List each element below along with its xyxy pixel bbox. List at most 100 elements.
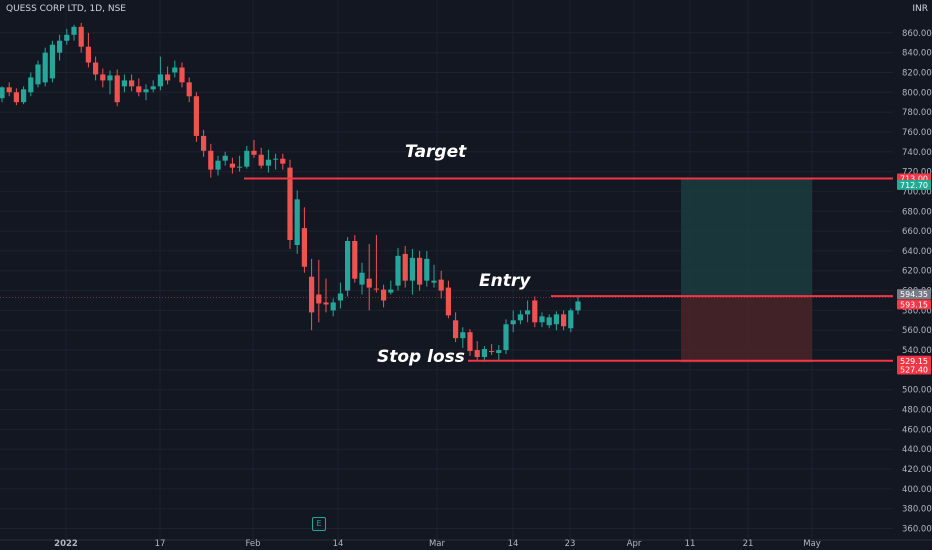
candle-body [237,166,243,168]
candle-body [388,289,394,293]
candle-body [474,350,480,357]
candle-body [222,155,228,161]
stop-loss-annotation: Stop loss [377,347,465,367]
price-tick-label: 700.00 [902,187,932,197]
candle-body [13,92,19,103]
candle-body [6,87,12,93]
candle-body [244,150,250,167]
candle-body [186,82,192,97]
candle-body [366,278,372,288]
currency-label: INR [912,4,928,14]
price-tick-label: 760.00 [902,128,932,138]
entry-annotation: Entry [479,271,531,291]
candle-body [424,258,430,281]
candle-body [553,314,559,325]
candle-body [93,62,99,75]
candle-body [179,67,185,83]
time-tick-label: 21 [743,539,754,549]
candle-body [265,159,271,166]
price-tick-label: 780.00 [902,108,932,118]
candle-body [57,40,63,53]
candle-body [345,240,351,291]
price-tick-label: 720.00 [902,168,932,178]
candle-body [575,301,581,311]
candle-body [489,351,495,353]
price-tick-label: 420.00 [902,465,932,475]
level-lines[interactable] [244,177,893,362]
candle-body [201,135,207,151]
candle-body [460,332,466,339]
candle-body [258,154,264,166]
candle-body [309,276,315,313]
price-label-text: 529.15 [900,357,928,366]
time-axis[interactable]: 2022 17 Feb 14 Mar 14 23 Apr 11 21 May [0,539,932,549]
symbol-title[interactable]: QUESS CORP LTD, 1D, NSE [6,4,126,14]
candle-body [85,46,91,63]
stop-zone [681,296,812,363]
candle-body [481,349,487,357]
candle-body [71,26,77,35]
candle-body [0,87,5,99]
candle-body [294,199,300,245]
time-tick-label: 17 [155,539,166,549]
candle-body [337,293,343,301]
target-annotation: Target [405,142,467,162]
candle-body [438,279,444,291]
candle-body [78,26,84,47]
candle-body [121,80,127,87]
candle-body [496,350,502,354]
candle-body [150,86,156,90]
price-tick-label: 740.00 [902,148,932,158]
price-tick-label: 480.00 [902,406,932,416]
candle-body [359,272,365,285]
candle-body [532,300,538,323]
candle-body [143,89,149,93]
candle-body [165,74,171,81]
candle-body [136,86,142,93]
candle-body [445,287,451,316]
time-tick-label: 14 [333,539,344,549]
price-tick-label: 540.00 [902,346,932,356]
time-tick-label: 23 [565,539,576,549]
earnings-event-icon[interactable]: E [312,517,326,531]
candle-body [381,289,387,301]
price-tick-label: 680.00 [902,207,932,217]
candle-body [42,52,48,83]
price-tick-label: 840.00 [902,49,932,59]
time-tick-label: 11 [685,539,696,549]
candle-body [21,89,27,103]
candle-body [409,257,415,281]
price-tick-label: 800.00 [902,88,932,98]
price-label-text: 713.00 [900,175,928,184]
price-label-box [897,299,931,310]
candle-body [402,253,408,281]
target-zone [681,178,812,297]
candle-body [301,228,307,267]
candle-body [517,314,523,321]
candle-body [287,167,293,241]
time-tick-label: 14 [508,539,519,549]
price-tick-label: 820.00 [902,68,932,78]
price-label-box [897,355,931,366]
candle-body [316,294,322,304]
candle-body [323,302,329,305]
candle-body [280,158,286,164]
candle-body [229,163,235,168]
candle-body [503,324,509,351]
candle-body [467,332,473,352]
candle-body [114,75,120,103]
candle-body [193,96,199,136]
price-tick-label: 360.00 [902,525,932,535]
price-tick-label: 560.00 [902,326,932,336]
candle-body [35,64,41,85]
candle-body [539,316,545,323]
candle-body [49,44,55,79]
price-label-box [897,179,931,190]
price-tick-label: 440.00 [902,445,932,455]
candles-series [0,22,581,362]
candle-body [107,75,113,81]
candle-body [453,320,459,339]
candle-body [28,77,34,93]
price-label-box [897,364,931,375]
